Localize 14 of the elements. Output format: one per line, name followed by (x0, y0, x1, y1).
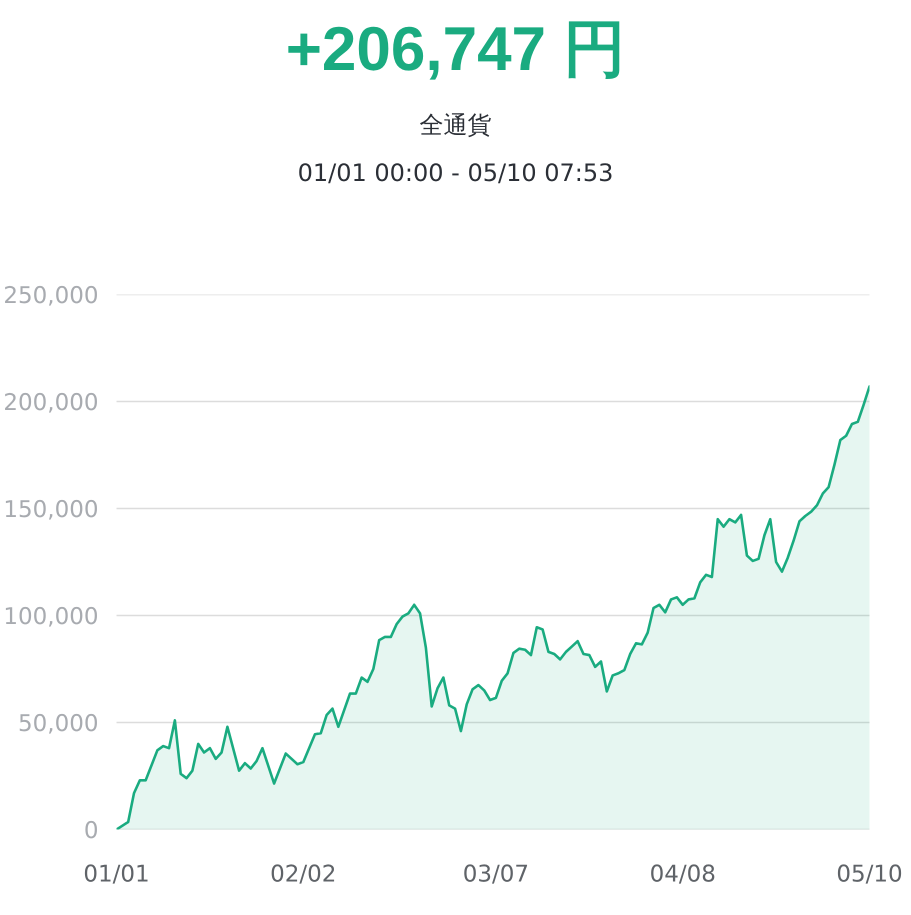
y-tick-label: 200,000 (3, 390, 99, 416)
y-tick-label: 0 (84, 818, 99, 844)
x-tick-label: 01/01 (83, 862, 150, 888)
text: 01/01 00:00 - 05/10 07:53 (298, 158, 614, 189)
chart-subtitle: 全通貨 (420, 110, 492, 141)
x-tick-label: 05/10 (836, 862, 903, 888)
x-tick-label: 04/08 (650, 862, 716, 888)
y-tick-label: 50,000 (18, 711, 99, 737)
x-tick-label: 03/07 (462, 862, 530, 888)
y-tick-label: 250,000 (3, 283, 99, 309)
x-tick-label: 02/02 (270, 862, 336, 888)
chart-title: +206,747 円 (286, 14, 626, 86)
y-tick-label: 150,000 (3, 497, 99, 523)
y-tick-label: 100,000 (3, 604, 99, 630)
